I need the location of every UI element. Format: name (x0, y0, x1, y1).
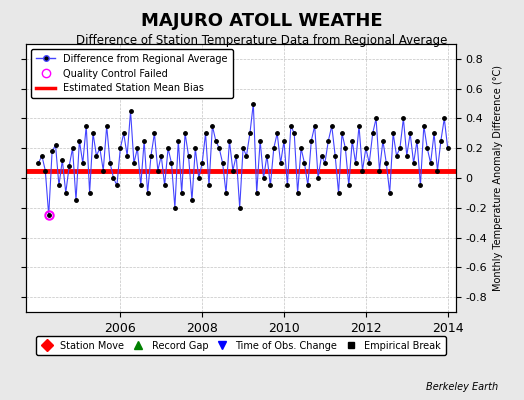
Text: Berkeley Earth: Berkeley Earth (425, 382, 498, 392)
Legend: Station Move, Record Gap, Time of Obs. Change, Empirical Break: Station Move, Record Gap, Time of Obs. C… (36, 336, 446, 355)
Text: MAJURO ATOLL WEATHE: MAJURO ATOLL WEATHE (141, 12, 383, 30)
Text: Difference of Station Temperature Data from Regional Average: Difference of Station Temperature Data f… (77, 34, 447, 47)
Y-axis label: Monthly Temperature Anomaly Difference (°C): Monthly Temperature Anomaly Difference (… (493, 65, 503, 291)
